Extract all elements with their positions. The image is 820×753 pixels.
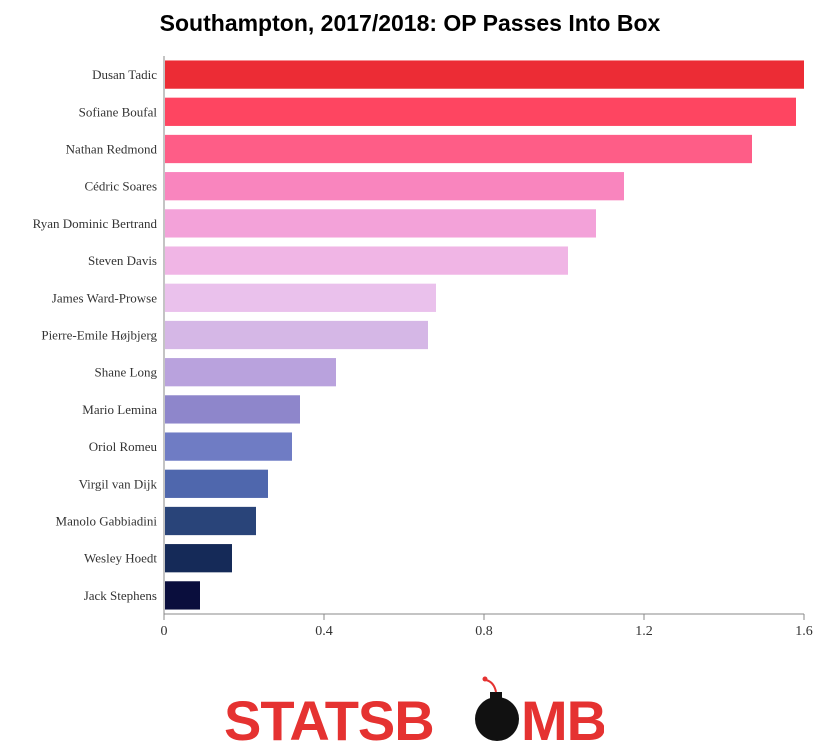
logo-text-left: STATSB	[224, 689, 434, 748]
category-label: Ryan Dominic Bertrand	[33, 216, 158, 231]
bomb-icon	[475, 676, 519, 741]
bar	[165, 97, 796, 126]
category-label: Sofiane Boufal	[79, 104, 158, 119]
category-label: Virgil van Dijk	[79, 476, 158, 491]
x-tick-label: 0	[161, 624, 168, 639]
category-label: Manolo Gabbiadini	[56, 514, 158, 529]
bar-chart: Dusan Tadic Sofiane Boufal Nathan Redmond C…	[33, 56, 813, 639]
category-label: James Ward-Prowse	[52, 290, 157, 305]
bar	[165, 358, 336, 387]
category-label: Wesley Hoedt	[84, 551, 157, 566]
bar	[165, 134, 752, 164]
statsbomb-logo: STATSB MB	[224, 668, 607, 753]
bar	[165, 209, 596, 238]
category-label: Cédric Soares	[84, 179, 157, 194]
bar	[165, 469, 268, 498]
chart-title: Southampton, 2017/2018: OP Passes Into B…	[159, 10, 661, 36]
bar	[165, 395, 300, 424]
x-tick-label: 0.8	[475, 624, 493, 639]
category-label: Steven Davis	[88, 253, 157, 268]
logo-text-right: MB	[521, 689, 604, 748]
x-tick-label: 0.4	[315, 624, 333, 639]
category-label: Oriol Romeu	[89, 439, 158, 454]
bar	[165, 60, 804, 89]
bar	[165, 581, 200, 610]
bar	[165, 283, 436, 312]
category-label: Nathan Redmond	[66, 142, 158, 157]
category-label: Mario Lemina	[82, 402, 157, 417]
x-tick-label: 1.2	[635, 624, 653, 639]
bar	[165, 432, 292, 461]
category-label: Shane Long	[95, 365, 158, 380]
category-label: Dusan Tadic	[92, 67, 157, 82]
bar	[165, 172, 624, 201]
category-label: Jack Stephens	[84, 588, 157, 603]
bar	[165, 506, 256, 536]
x-tick-label: 1.6	[795, 624, 813, 639]
category-label: Pierre-Emile Højbjerg	[41, 328, 157, 343]
bar	[165, 320, 428, 350]
bar	[165, 544, 232, 573]
bar	[165, 246, 568, 275]
